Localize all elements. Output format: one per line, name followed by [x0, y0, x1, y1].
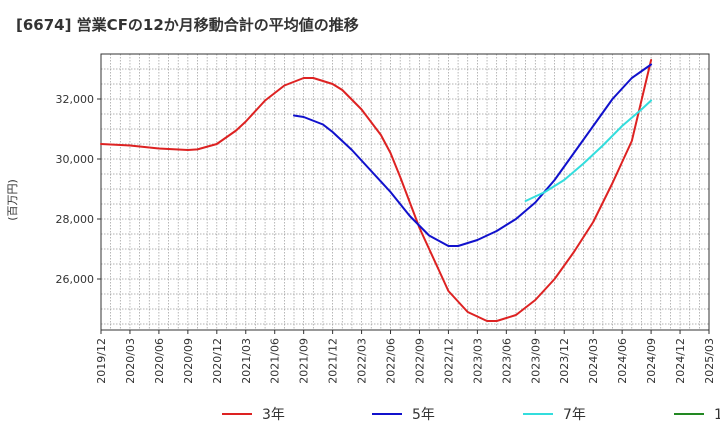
- x-tick-label: 2019/12: [95, 338, 108, 384]
- x-tick-label: 2024/09: [645, 338, 658, 384]
- y-tick-label: 26,000: [56, 273, 95, 286]
- x-tick-label: 2020/03: [124, 338, 137, 384]
- y-axis-label: (百万円): [6, 179, 19, 221]
- x-tick-label: 2020/06: [153, 338, 166, 384]
- x-tick-label: 2022/06: [385, 338, 398, 384]
- x-tick-label: 2021/03: [240, 338, 253, 384]
- x-tick-label: 2023/06: [500, 338, 513, 384]
- x-tick-label: 2024/12: [674, 338, 687, 384]
- x-tick-label: 2025/03: [703, 338, 716, 384]
- x-tick-label: 2022/09: [413, 338, 426, 384]
- plot-frame: [100, 53, 710, 331]
- legend-label-3: 7年: [563, 407, 586, 423]
- x-tick-label: 2023/09: [529, 338, 542, 384]
- y-axis-ticks: 26,000 28,000 30,000 32,000: [56, 93, 101, 286]
- x-tick-label: 2021/06: [269, 338, 282, 384]
- series-layer: [100, 59, 653, 322]
- series-line-2: [293, 63, 653, 247]
- x-tick-label: 2021/09: [298, 338, 311, 384]
- x-tick-label: 2020/09: [182, 338, 195, 384]
- x-tick-label: 2021/12: [327, 338, 340, 384]
- y-tick-label: 32,000: [56, 93, 95, 106]
- legend: 3年 5年 7年 10年: [222, 407, 720, 423]
- x-tick-label: 2022/03: [356, 338, 369, 384]
- x-tick-label: 2024/03: [587, 338, 600, 384]
- series-line-1: [100, 59, 653, 322]
- legend-label-2: 5年: [412, 407, 435, 423]
- x-tick-label: 2023/03: [471, 338, 484, 384]
- y-tick-label: 30,000: [56, 153, 95, 166]
- series-line-3: [524, 99, 653, 202]
- legend-label-4: 10年: [714, 407, 720, 423]
- x-axis-ticks: 2019/12 2020/03 2020/06 2020/09 2020/12 2021/…: [95, 330, 716, 384]
- y-tick-label: 28,000: [56, 213, 95, 226]
- x-tick-label: 2022/12: [442, 338, 455, 384]
- legend-label-1: 3年: [262, 407, 285, 423]
- chart-title: [6674] 営業CFの12か月移動合計の平均値の推移: [16, 16, 359, 34]
- x-tick-label: 2023/12: [558, 338, 571, 384]
- x-tick-label: 2020/12: [211, 338, 224, 384]
- x-tick-label: 2024/06: [616, 338, 629, 384]
